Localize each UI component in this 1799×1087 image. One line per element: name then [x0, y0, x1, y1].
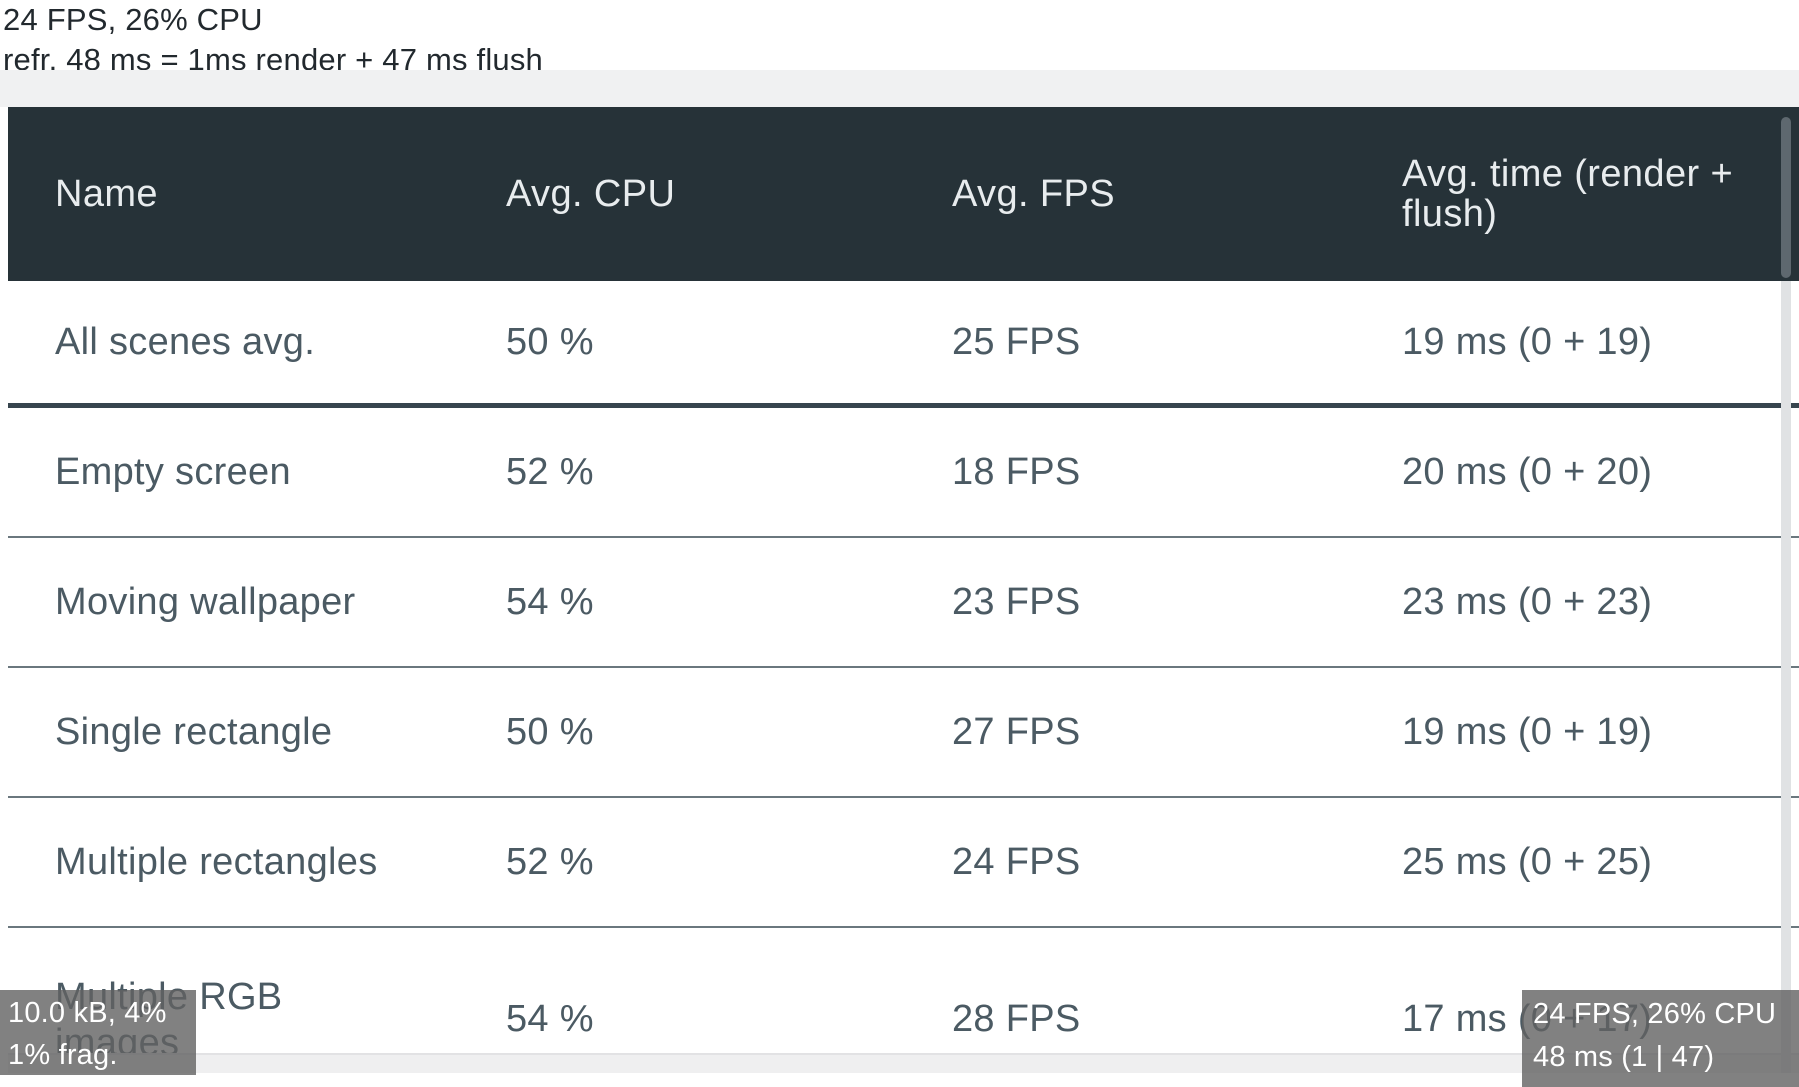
cell-avg-time: 19 ms (0 + 19) — [1402, 320, 1653, 363]
fps-cpu-line: 24 FPS, 26% CPU — [1533, 998, 1777, 1030]
frame-time-line: 48 ms (1 | 47) — [1533, 1041, 1715, 1073]
table-row-single-rectangle[interactable]: Single rectangle 50 % 27 FPS 19 ms (0 + … — [8, 668, 1799, 798]
cell-avg-time: 25 ms (0 + 25) — [1402, 840, 1653, 883]
cell-avg-time: 23 ms (0 + 23) — [1402, 580, 1653, 623]
cell-avg-fps: 25 FPS — [952, 320, 1081, 363]
cell-avg-fps: 23 FPS — [952, 580, 1081, 623]
vertical-scrollbar-thumb[interactable] — [1781, 117, 1791, 278]
table-row-empty-screen[interactable]: Empty screen 52 % 18 FPS 20 ms (0 + 20) — [8, 408, 1799, 538]
cell-name: Moving wallpaper — [55, 580, 356, 623]
fps-cpu-line: 24 FPS, 26% CPU — [3, 2, 263, 37]
fragmentation-line: 1% frag. — [8, 1039, 118, 1071]
cell-avg-cpu: 52 % — [506, 450, 594, 493]
cell-avg-fps: 28 FPS — [952, 998, 1081, 1040]
table-row-multiple-rectangles[interactable]: Multiple rectangles 52 % 24 FPS 25 ms (0… — [8, 798, 1799, 928]
cell-name: Empty screen — [55, 450, 291, 493]
cell-avg-fps: 27 FPS — [952, 710, 1081, 753]
cell-avg-cpu: 54 % — [506, 998, 594, 1040]
column-header-avg-cpu[interactable]: Avg. CPU — [506, 173, 676, 215]
horizontal-scrollbar-track[interactable] — [8, 1053, 1799, 1073]
cell-avg-cpu: 54 % — [506, 580, 594, 623]
memory-usage-line: 10.0 kB, 4% — [8, 997, 167, 1029]
table-row-all-scenes-avg[interactable]: All scenes avg. 50 % 25 FPS 19 ms (0 + 1… — [8, 281, 1799, 408]
cell-avg-fps: 18 FPS — [952, 450, 1081, 493]
cell-name: Multiple rectangles — [55, 840, 378, 883]
column-header-avg-fps[interactable]: Avg. FPS — [952, 173, 1116, 215]
cell-avg-time: 19 ms (0 + 19) — [1402, 710, 1653, 753]
cell-avg-cpu: 50 % — [506, 320, 594, 363]
vertical-scrollbar-track[interactable] — [1781, 281, 1791, 1073]
table-row-moving-wallpaper[interactable]: Moving wallpaper 54 % 23 FPS 23 ms (0 + … — [8, 538, 1799, 668]
fps-stats-overlay: 24 FPS, 26% CPU 48 ms (1 | 47) — [1522, 990, 1799, 1087]
column-header-avg-time[interactable]: Avg. time (render + flush) — [1402, 153, 1734, 235]
table-header-row: Name Avg. CPU Avg. FPS Avg. time (render… — [8, 107, 1799, 281]
cell-avg-time: 20 ms (0 + 20) — [1402, 450, 1653, 493]
cell-avg-cpu: 50 % — [506, 710, 594, 753]
top-divider-band — [0, 70, 1799, 107]
cell-avg-fps: 24 FPS — [952, 840, 1081, 883]
cell-name: All scenes avg. — [55, 320, 316, 363]
cell-avg-cpu: 52 % — [506, 840, 594, 883]
cell-name: Single rectangle — [55, 710, 333, 753]
memory-stats-overlay: 10.0 kB, 4% 1% frag. — [0, 990, 196, 1075]
column-header-name[interactable]: Name — [55, 173, 158, 215]
fps-cpu-stats: 24 FPS, 26% CPU refr. 48 ms = 1ms render… — [3, 0, 543, 80]
benchmark-results-table: Name Avg. CPU Avg. FPS Avg. time (render… — [8, 107, 1799, 1087]
